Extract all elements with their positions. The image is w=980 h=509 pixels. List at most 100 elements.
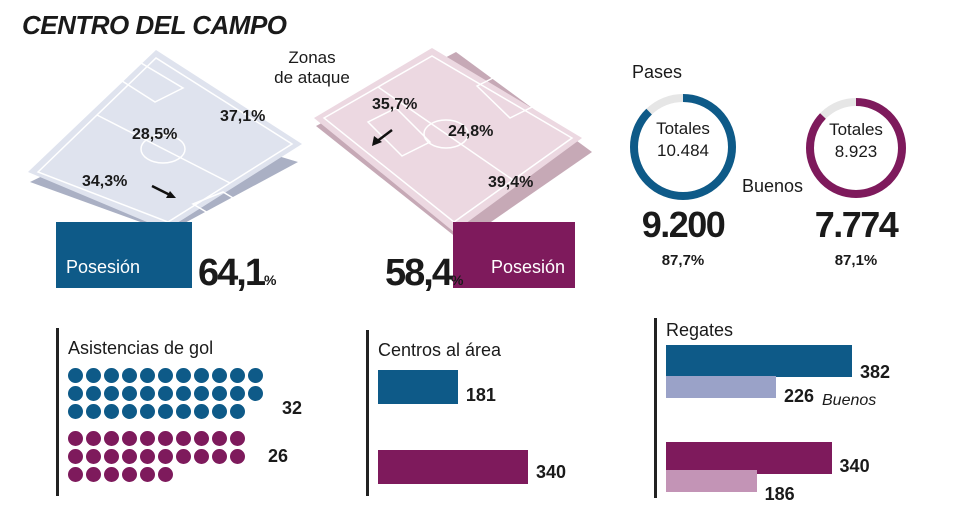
- asistencia-dot-team2: [68, 449, 83, 464]
- asistencia-dot-team2: [86, 467, 101, 482]
- centros-value-team2: 340: [536, 462, 567, 482]
- page-title: CENTRO DEL CAMPO: [22, 10, 287, 40]
- asistencia-dot-team1: [230, 386, 245, 401]
- asistencia-dot-team1: [212, 404, 227, 419]
- buenos-pct-team1: 87,7%: [661, 252, 705, 269]
- totales-label-team2: Totales: [829, 120, 883, 139]
- asistencia-dot-team2: [194, 431, 209, 446]
- asistencia-dot-team2: [176, 431, 191, 446]
- asistencia-dot-team1: [212, 368, 227, 383]
- regates-total-value-team1: 382: [860, 362, 891, 382]
- asistencia-dot-team2: [158, 449, 173, 464]
- asistencia-dot-team2: [140, 467, 155, 482]
- asistencia-dot-team2: [140, 449, 155, 464]
- attack-arrow-head-team2: [372, 136, 382, 146]
- asistencia-dot-team1: [158, 386, 173, 401]
- asistencia-dot-team1: [104, 404, 119, 419]
- asistencia-dot-team2: [122, 467, 137, 482]
- totales-label-team1: Totales: [656, 119, 710, 138]
- posesion-label-team2: Posesión: [490, 257, 565, 277]
- asistencias-dots-team1: [68, 368, 263, 419]
- asistencias-title: Asistencias de gol: [68, 338, 214, 358]
- posesion-box-team2: Posesión: [453, 222, 575, 288]
- totales-value-team2: 8.923: [834, 142, 878, 161]
- asistencia-dot-team1: [68, 404, 83, 419]
- field-team1-lines: [36, 57, 294, 233]
- pases-title: Pases: [632, 62, 683, 82]
- attack-arrow-head-team1: [166, 191, 176, 198]
- zonas-line1: Zonas: [288, 48, 336, 67]
- asistencia-dot-team2: [68, 431, 83, 446]
- asistencia-dot-team1: [194, 368, 209, 383]
- zonas-label: Zonas de ataque: [262, 48, 362, 88]
- asistencia-dot-team2: [122, 431, 137, 446]
- regates-buenos-bar-team1: [666, 376, 777, 398]
- divider-centros: [366, 330, 369, 496]
- asistencia-dot-team2: [158, 467, 173, 482]
- asistencia-dot-team1: [86, 404, 101, 419]
- zone-left-team2: 35,7%: [372, 96, 418, 113]
- divider-regates: [654, 318, 657, 498]
- regates-buenos-bar-team2: [666, 470, 757, 492]
- regates-title: Regates: [666, 320, 734, 340]
- asistencia-dot-team2: [230, 449, 245, 464]
- posesion-unit-team1: %: [263, 272, 277, 288]
- asistencia-dot-team1: [230, 368, 245, 383]
- asistencia-dot-team1: [248, 368, 263, 383]
- regates-buenos-value-team1: 226: [784, 386, 815, 406]
- regates-total-value-team2: 340: [839, 456, 870, 476]
- asistencia-dot-team2: [104, 449, 119, 464]
- posesion-value-team1: 64,1%: [198, 252, 276, 295]
- asistencia-dot-team1: [194, 386, 209, 401]
- field-team1-surface: [28, 50, 302, 230]
- centros-value-team1: 181: [465, 385, 496, 405]
- buenos-value-team2: 7.774: [814, 204, 899, 245]
- posesion-box-team1: Posesión: [56, 222, 192, 288]
- asistencia-dot-team2: [194, 449, 209, 464]
- asistencias-value-team2: 26: [268, 446, 289, 466]
- asistencia-dot-team2: [212, 431, 227, 446]
- asistencia-dot-team1: [176, 404, 191, 419]
- asistencia-dot-team1: [104, 368, 119, 383]
- asistencia-dot-team2: [122, 449, 137, 464]
- centros-title: Centros al área: [378, 340, 502, 360]
- ring-fill-team2: [806, 98, 906, 198]
- posesion-unit-team2: %: [450, 272, 464, 288]
- asistencia-dot-team1: [140, 404, 155, 419]
- buenos-label: Buenos: [742, 176, 804, 196]
- zone-right-team2: 39,4%: [488, 174, 534, 191]
- asistencia-dot-team1: [68, 368, 83, 383]
- asistencia-dot-team2: [176, 449, 191, 464]
- centros-bar-team1: [378, 370, 458, 404]
- asistencia-dot-team1: [140, 386, 155, 401]
- field-team1: [28, 50, 302, 233]
- zonas-line2: de ataque: [274, 68, 350, 87]
- asistencia-dot-team2: [86, 449, 101, 464]
- regates-buenos-label: Buenos: [822, 392, 877, 409]
- asistencia-dot-team1: [122, 386, 137, 401]
- zone-right-team1: 37,1%: [220, 108, 266, 125]
- pases-ring-team1: [630, 94, 736, 200]
- posesion-value-team2: 58,4%: [385, 252, 463, 295]
- asistencias-dots-team2: [68, 431, 245, 482]
- buenos-pct-team2: 87,1%: [834, 252, 878, 269]
- asistencias-value-team1: 32: [282, 398, 303, 418]
- asistencia-dot-team1: [176, 368, 191, 383]
- asistencia-dot-team1: [158, 404, 173, 419]
- asistencia-dot-team2: [230, 431, 245, 446]
- field-team2: [314, 48, 592, 242]
- ring-fill-team1: [630, 94, 736, 200]
- posesion-number-team1: 64,1: [198, 252, 266, 294]
- asistencia-dot-team1: [248, 386, 263, 401]
- regates-total-bar-team1: [666, 345, 852, 377]
- asistencia-dot-team1: [230, 404, 245, 419]
- asistencia-dot-team1: [194, 404, 209, 419]
- asistencia-dot-team1: [68, 386, 83, 401]
- regates-total-bar-team2: [666, 442, 832, 474]
- totales-value-team1: 10.484: [657, 141, 709, 160]
- asistencia-dot-team1: [176, 386, 191, 401]
- asistencia-dot-team1: [140, 368, 155, 383]
- asistencia-dot-team1: [86, 368, 101, 383]
- asistencia-dot-team2: [104, 467, 119, 482]
- field-team2-surface: [314, 48, 582, 232]
